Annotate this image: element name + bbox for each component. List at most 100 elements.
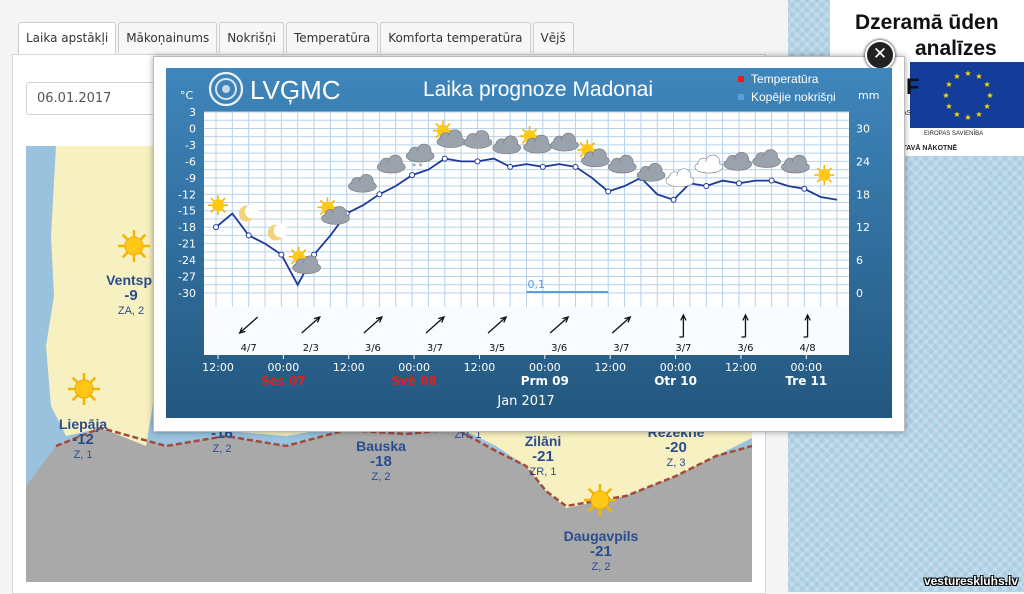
day-label: Ses 07 [261,374,306,388]
temperature-point[interactable] [735,180,742,187]
temperature-point[interactable] [507,163,514,170]
temperature-point[interactable] [801,185,808,192]
ad-title-line2[interactable]: analīzes [915,37,997,60]
x-tick-label: 12:00 [202,361,234,374]
wind-label: 3/6 [737,343,753,354]
temperature-point[interactable] [703,183,710,190]
cloud-icon [636,162,666,182]
ad-slogan: MS TAVĀ NĀKOTNĒ [890,145,958,152]
city-temp: -12 [72,431,94,449]
x-tick-label: 00:00 [398,361,430,374]
map-city[interactable]: Zilāni -21 ZR, 1 [493,433,593,478]
eu-star-icon: ★ [975,72,982,81]
cloud-icon [550,132,579,152]
y-tick-left: -9 [185,172,196,185]
tab-1[interactable]: Mākoņainums [118,22,218,53]
eu-label: EIROPAS SAVIENĪBA [924,131,984,137]
y-tick-left: 0 [189,122,196,135]
tab-3[interactable]: Temperatūra [285,22,379,53]
moon-icon [238,204,259,222]
temperature-point[interactable] [605,188,612,195]
ad-logo-fragment: F [906,74,920,99]
y-tick-left: -18 [178,221,196,234]
ad-text-fragment: AS [902,110,912,117]
logo-text: LVĢMC [250,75,341,105]
map-city[interactable]: Liepāja -12 Z, 1 [33,416,133,461]
city-temp: -21 [590,543,612,561]
city-temp: -21 [532,448,554,466]
y-tick-left: -21 [178,238,196,251]
temperature-point[interactable] [376,191,383,198]
map-city[interactable]: Ventspi -9 ZA, 2 [81,272,181,317]
chart-title: Laika prognoze Madonai [423,78,653,101]
wind-label: 3/6 [551,343,567,354]
cloud-white-icon [694,154,724,174]
x-tick-label: 12:00 [725,361,757,374]
city-name: Zilāni [524,433,562,449]
cloud-icon [463,130,493,149]
tab-2[interactable]: Nokrišņi [219,22,284,53]
legend-item: Kopējie nokrišņi [738,90,836,104]
tab-5[interactable]: Vējš [532,22,574,53]
wind-arrow-icon: 3/7 [425,316,446,354]
y-tick-right: 0 [856,287,863,300]
sun-icon [814,165,835,186]
city-name: Liepāja [58,416,108,432]
temperature-point[interactable] [768,177,775,184]
cloud-sun-icon [288,246,321,275]
eu-star-icon: ★ [983,80,990,89]
wind-arrow-icon: 3/6 [363,316,384,354]
wind-label: 3/7 [427,343,443,354]
tab-0[interactable]: Laika apstākļi [18,22,117,56]
cloud-sun-icon [432,120,466,148]
lvgmc-logo: LVĢMC [208,71,341,107]
eu-star-icon: ★ [945,102,952,111]
eu-star-icon: ★ [986,91,993,100]
cloud-icon [781,154,810,174]
wind-arrow-icon: 3/6 [737,313,754,354]
y-tick-left: -3 [185,139,196,152]
wind-arrow-icon: 3/7 [675,313,691,354]
wind-label: 2/3 [303,343,319,354]
eu-star-icon: ★ [964,113,971,122]
tab-4[interactable]: Komforta temperatūra [380,22,531,53]
eu-star-icon: ★ [953,72,960,81]
chart-svg: LVĢMC Laika prognoze Madonai Temperatūra Ko… [166,68,892,418]
map-city[interactable]: Bauska -18 Z, 2 [331,438,431,483]
temperature-point[interactable] [213,224,219,231]
eu-flag: ★ ★ ★ ★ ★ ★ ★ ★ ★ ★ ★ ★ [910,62,1024,128]
date-input[interactable]: 06.01.2017 [26,82,176,115]
close-button[interactable]: ✕ [865,40,895,70]
temperature-point[interactable] [245,232,252,239]
y-unit-left: °C [180,89,194,102]
eu-stars-icon: ★★★★★★★★★ ★ ★★ [942,69,993,122]
temperature-point[interactable] [572,163,579,170]
map-city[interactable]: ZR, 1 [418,429,518,441]
wind-label: 3/7 [675,343,691,354]
ad-title[interactable]: Dzeramā ūden [855,11,999,34]
wind-label: 4/8 [800,343,816,354]
map-city[interactable]: Daugavpils -21 Z, 2 [551,528,651,573]
wind-arrow-icon: 4/7 [238,316,259,354]
city-wind: ZR, 1 [529,465,557,478]
cloud-icon [492,135,522,155]
precip-label: 0,1 [528,278,546,291]
temperature-point[interactable] [670,196,677,203]
city-wind: Z, 2 [212,442,232,455]
temperature-point[interactable] [441,155,448,162]
temperature-point[interactable] [474,158,481,165]
temperature-point[interactable] [409,172,416,179]
temperature-point[interactable] [539,163,546,170]
wind-arrow-icon: 4/8 [800,313,816,354]
sun-icon [208,195,228,216]
day-label: Prm 09 [521,374,569,388]
temperature-point[interactable] [278,251,285,258]
wind-label: 3/5 [489,343,505,354]
y-tick-right: 18 [856,188,870,201]
wind-arrow-icon: 3/6 [549,316,570,354]
city-name: Ventspi [106,272,156,288]
wind-band [204,307,849,355]
city-wind: Z, 3 [666,456,686,469]
y-tick-right: 12 [856,221,870,234]
city-name: Daugavpils [563,528,639,544]
